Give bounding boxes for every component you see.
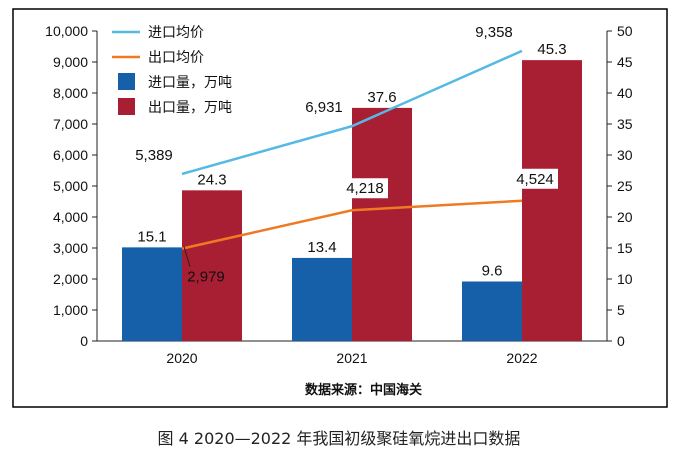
chart-data-labels: 15.1 24.3 13.4 37.6 9.6 45.3 5,389 6,931 9,358 2,… — [135, 24, 566, 286]
x-tick-label: 2021 — [336, 350, 367, 366]
export-price-label-bg — [512, 168, 558, 189]
left-tick-label: 0 — [80, 333, 88, 349]
import-volume-bar — [462, 281, 522, 341]
right-tick-label: 50 — [617, 23, 633, 39]
left-tick-label: 6,000 — [53, 147, 88, 163]
import-price-label: 5,389 — [135, 147, 173, 164]
chart-bars — [122, 60, 582, 341]
left-tick-label: 2,000 — [53, 271, 88, 287]
left-tick-label: 5,000 — [53, 178, 88, 194]
left-tick-label: 4,000 — [53, 209, 88, 225]
right-tick-label: 0 — [617, 333, 625, 349]
x-tick-label: 2020 — [166, 350, 197, 366]
import-volume-label: 9.6 — [482, 262, 503, 279]
right-tick-label: 10 — [617, 271, 633, 287]
right-tick-label: 5 — [617, 302, 625, 318]
right-tick-label: 30 — [617, 147, 633, 163]
export-volume-bar — [352, 107, 412, 341]
legend-label: 进口均价 — [148, 25, 204, 41]
export-volume-label: 37.6 — [367, 89, 396, 106]
export-price-label-bg — [342, 178, 388, 199]
export-volume-label: 45.3 — [537, 41, 566, 58]
left-tick-label: 1,000 — [53, 302, 88, 318]
export-price-label: 4,218 — [346, 180, 384, 197]
import-volume-label: 15.1 — [137, 228, 166, 245]
left-tick-label: 3,000 — [53, 240, 88, 256]
export-price-line — [181, 199, 523, 250]
chart-lines — [181, 49, 523, 250]
left-tick-label: 10,000 — [45, 23, 88, 39]
import-volume-label: 13.4 — [307, 239, 336, 256]
figure-caption: 图 4 2020—2022 年我国初级聚硅氧烷进出口数据 — [158, 429, 521, 448]
right-tick-label: 25 — [617, 178, 633, 194]
left-tick-label: 7,000 — [53, 116, 88, 132]
right-tick-label: 40 — [617, 85, 633, 101]
export-volume-label: 24.3 — [197, 171, 226, 188]
import-price-label: 9,358 — [475, 24, 513, 41]
right-tick-label: 20 — [617, 209, 633, 225]
x-tick-label: 2022 — [506, 350, 537, 366]
source-note: 数据来源：中国海关 — [305, 382, 422, 398]
import-price-line — [181, 49, 523, 176]
import-volume-bar — [292, 257, 352, 341]
export-volume-bar — [182, 190, 242, 341]
export-price-leader — [183, 246, 191, 267]
export-price-label: 4,524 — [516, 171, 554, 188]
left-tick-label: 9,000 — [53, 54, 88, 70]
chart-axes: 0 1,000 2,000 3,000 4,000 5,000 6,000 7,000 8,00… — [45, 23, 633, 366]
legend-label: 出口量，万吨 — [148, 100, 232, 116]
right-tick-label: 45 — [617, 54, 633, 70]
legend-box-swatch — [118, 73, 135, 90]
legend-box-swatch — [118, 98, 135, 115]
right-tick-label: 35 — [617, 116, 633, 132]
legend-label: 出口均价 — [148, 50, 204, 66]
left-tick-label: 8,000 — [53, 85, 88, 101]
import-volume-bar — [122, 247, 182, 341]
right-tick-label: 15 — [617, 240, 633, 256]
legend-label: 进口量，万吨 — [148, 75, 232, 91]
export-volume-bar — [522, 60, 582, 341]
export-price-label: 2,979 — [187, 269, 225, 286]
import-price-label: 6,931 — [305, 99, 343, 116]
